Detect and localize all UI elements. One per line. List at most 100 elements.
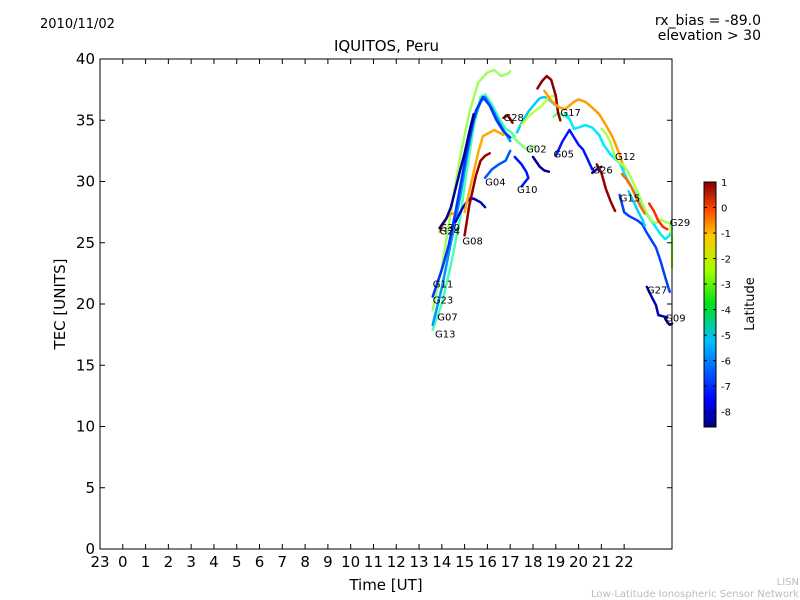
series-label: G02 <box>526 145 546 156</box>
x-tick-label: 19 <box>546 553 565 571</box>
x-tick-label: 10 <box>341 553 360 571</box>
series-line <box>647 202 669 231</box>
colorbar-tick-label: -1 <box>721 229 731 240</box>
series-line <box>531 155 551 173</box>
series-label: G13 <box>435 330 455 341</box>
colorbar-ticks: 1 0 -1 -2 -3 -4 -5 -6 -7 -8 <box>704 178 731 419</box>
series-line <box>463 128 505 214</box>
series-line <box>645 285 669 319</box>
series-label: G27 <box>647 286 667 297</box>
series-label: G08 <box>462 237 482 248</box>
x-tick-label: 5 <box>232 553 242 571</box>
org-full-label: Low-Latitude Ionospheric Sensor Network <box>591 589 799 600</box>
y-tick-label: 25 <box>76 234 95 252</box>
series-label: G23 <box>433 295 453 306</box>
y-tick-label: 20 <box>76 295 95 313</box>
series-label: G17 <box>560 108 580 119</box>
y-tick-label: 30 <box>76 173 95 191</box>
series-line <box>663 317 674 327</box>
rx-bias-block: rx_bias = -89.0 elevation > 30 <box>655 14 761 44</box>
series-line <box>431 68 512 312</box>
colorbar-label: Latitude <box>743 277 758 331</box>
series-label: G10 <box>517 185 537 196</box>
series-line <box>618 193 671 294</box>
series-line <box>627 190 646 227</box>
elevation-label: elevation > 30 <box>657 28 761 44</box>
series-line <box>483 149 512 180</box>
x-tick-label: 18 <box>523 553 542 571</box>
series-label: G05 <box>553 150 573 161</box>
x-tick-label: 1 <box>141 553 151 571</box>
series-line <box>438 112 475 230</box>
colorbar-tick-label: -8 <box>721 408 731 419</box>
x-tick-label: 11 <box>364 553 383 571</box>
x-tick-label: 17 <box>501 553 520 571</box>
series-line <box>554 128 594 171</box>
series-line <box>502 114 514 124</box>
series-label: G28 <box>503 113 523 124</box>
series-line <box>543 89 626 171</box>
series-line <box>552 111 569 120</box>
x-tick-label: 8 <box>300 553 310 571</box>
y-tick-label: 40 <box>76 50 95 68</box>
x-axis: 23 0 1 2 3 4 5 6 7 8 9 10 11 12 13 14 15 16 17 18 19 20 21 22 <box>90 59 634 571</box>
y-axis-label: TEC [UNITS] <box>51 259 69 351</box>
series-label: G29 <box>670 218 690 229</box>
x-tick-label: 7 <box>278 553 288 571</box>
y-tick-label: 35 <box>76 111 95 129</box>
x-tick-label: 16 <box>478 553 497 571</box>
series-label: G26 <box>592 165 612 176</box>
chart-title: IQUITOS, Peru <box>333 37 440 55</box>
series-layer <box>431 68 674 331</box>
x-axis-label: Time [UT] <box>348 576 422 594</box>
x-tick-label: 3 <box>186 553 196 571</box>
x-tick-label: 12 <box>387 553 406 571</box>
y-axis: 0 5 10 15 20 25 30 35 40 <box>76 50 672 558</box>
series-line <box>620 172 646 215</box>
x-tick-label: 4 <box>209 553 219 571</box>
series-label: G24 <box>440 227 460 238</box>
series-label: G30 <box>440 223 460 234</box>
series-label: G15 <box>620 194 640 205</box>
y-tick-label: 10 <box>76 418 95 436</box>
rx-bias-label: rx_bias = -89.0 <box>654 13 761 29</box>
series-line <box>595 163 617 213</box>
series-line <box>431 93 517 331</box>
y-tick-label: 0 <box>85 540 95 558</box>
series-line <box>511 134 537 151</box>
colorbar-tick-label: -5 <box>721 331 731 342</box>
colorbar-tick-label: 1 <box>721 178 727 189</box>
x-tick-label: 15 <box>455 553 474 571</box>
x-tick-label: 0 <box>118 553 128 571</box>
series-label: G09 <box>665 314 685 325</box>
colorbar-tick-label: -6 <box>721 357 731 368</box>
plot-frame <box>99 58 673 550</box>
x-tick-label: 6 <box>255 553 265 571</box>
x-tick-label: 20 <box>569 553 588 571</box>
series-label: G12 <box>615 152 635 163</box>
colorbar-tick-label: -3 <box>721 280 731 291</box>
x-tick-label: 21 <box>592 553 611 571</box>
x-tick-label: 23 <box>90 553 109 571</box>
series-label: G07 <box>437 312 457 323</box>
series-line <box>463 152 491 237</box>
y-tick-label: 15 <box>76 356 95 374</box>
x-tick-label: 2 <box>164 553 174 571</box>
series-line <box>431 95 512 298</box>
y-tick-label: 5 <box>85 479 95 497</box>
colorbar-tick-label: -2 <box>721 255 731 266</box>
org-short-label: LISN <box>776 577 799 588</box>
x-tick-label: 13 <box>409 553 428 571</box>
x-tick-label: 22 <box>615 553 634 571</box>
series-label: G04 <box>485 178 505 189</box>
series-line <box>600 127 674 269</box>
date-label: 2010/11/02 <box>40 17 115 32</box>
colorbar <box>703 181 717 428</box>
series-label: G11 <box>433 279 453 290</box>
x-tick-label: 9 <box>323 553 333 571</box>
colorbar-tick-label: -4 <box>721 306 731 317</box>
x-tick-label: 14 <box>432 553 451 571</box>
series-line <box>513 155 530 188</box>
